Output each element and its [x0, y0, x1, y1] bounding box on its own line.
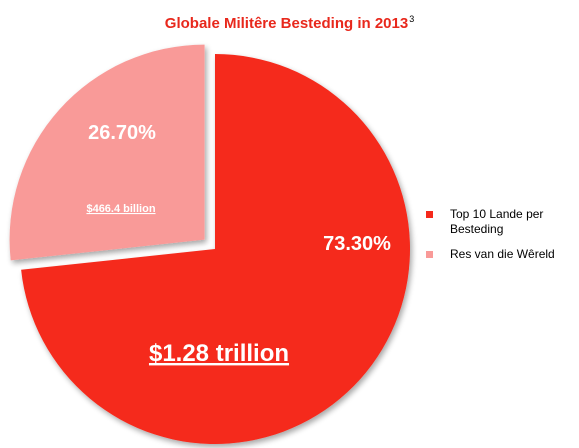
slice-percent-label-0: 73.30% — [323, 233, 391, 255]
slice-amount-label-1: $466.4 billion — [86, 203, 155, 215]
legend-swatch-1 — [426, 251, 433, 258]
slice-amount-label-0: $1.28 trillion — [149, 340, 289, 367]
chart-title: Globale Militêre Besteding in 20133 — [164, 14, 415, 32]
legend-swatch-0 — [426, 211, 433, 218]
legend-label-0: Top 10 Lande per Besteding — [450, 207, 544, 236]
pie-slice-0 — [21, 54, 411, 444]
legend-label-1: Res van die Wêreld — [450, 247, 555, 261]
slice-percent-label-1: 26.70% — [88, 122, 156, 144]
title-superscript: 3 — [409, 14, 415, 24]
pie-slice-1 — [9, 44, 205, 261]
